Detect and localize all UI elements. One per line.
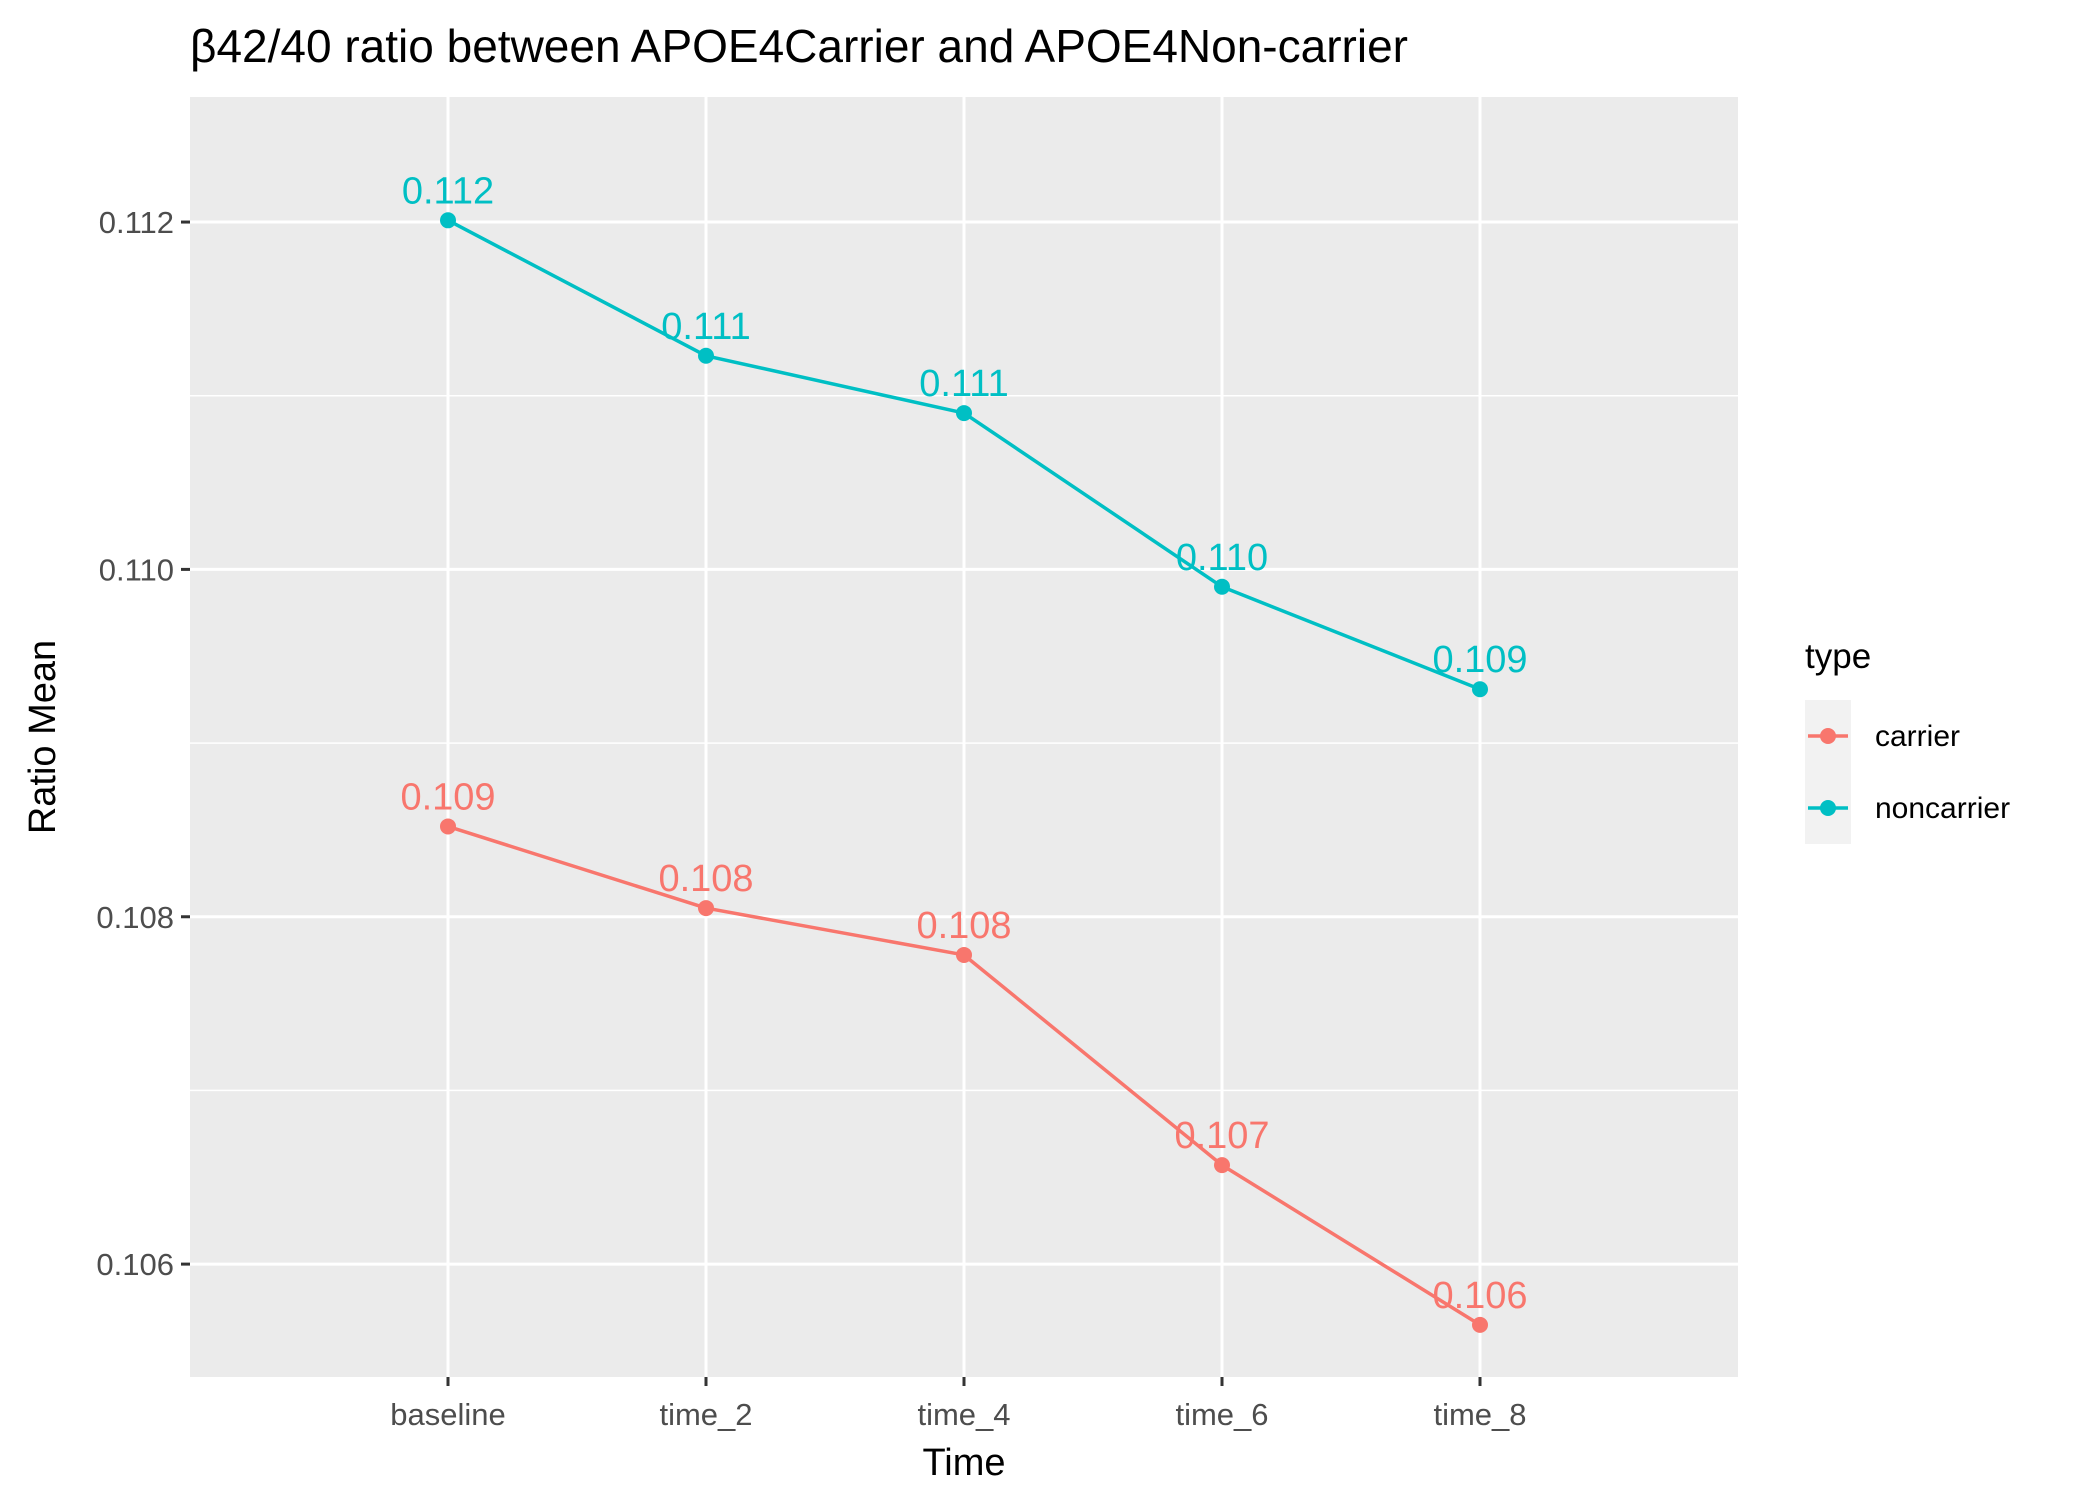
data-label-noncarrier: 0.111 xyxy=(919,363,1008,405)
legend-title: type xyxy=(1805,637,1871,676)
data-label-carrier: 0.108 xyxy=(916,905,1011,947)
x-tick-label: baseline xyxy=(390,1397,505,1432)
data-label-noncarrier: 0.110 xyxy=(1176,537,1268,579)
data-point-carrier xyxy=(956,946,972,963)
y-tick-label: 0.108 xyxy=(96,900,174,935)
x-tick-label: time_8 xyxy=(1433,1397,1526,1432)
data-point-carrier xyxy=(1214,1157,1230,1174)
data-label-noncarrier: 0.112 xyxy=(402,170,494,212)
x-tick-label: time_6 xyxy=(1175,1397,1268,1432)
legend: type carrier noncarrier xyxy=(1805,637,2010,844)
x-tick-label: time_2 xyxy=(659,1397,752,1432)
legend-key-point-noncarrier xyxy=(1820,800,1836,816)
y-tick-label: 0.112 xyxy=(99,205,174,240)
y-tick-label: 0.110 xyxy=(99,552,174,587)
y-axis-title: Ratio Mean xyxy=(22,640,64,834)
data-label-carrier: 0.106 xyxy=(1432,1275,1527,1317)
legend-label-noncarrier: noncarrier xyxy=(1875,792,2010,825)
data-labels: 0.109 0.108 0.108 0.107 0.106 0.112 0.111 0.111… xyxy=(400,170,1527,1317)
x-tick-label: time_4 xyxy=(917,1397,1010,1432)
data-point-noncarrier xyxy=(698,347,714,364)
data-point-noncarrier xyxy=(440,212,456,229)
x-axis-title: Time xyxy=(922,1442,1005,1484)
data-point-carrier xyxy=(440,818,456,835)
data-label-noncarrier: 0.111 xyxy=(661,306,750,348)
data-label-noncarrier: 0.109 xyxy=(1432,639,1527,681)
data-point-noncarrier xyxy=(1472,681,1488,698)
series-points xyxy=(440,212,1488,1333)
legend-items: carrier noncarrier xyxy=(1805,700,2010,844)
y-tick-labels: 0.106 0.108 0.110 0.112 xyxy=(96,205,174,1282)
data-point-carrier xyxy=(1472,1316,1488,1333)
axis-ticks xyxy=(181,220,1482,1386)
data-point-carrier xyxy=(698,900,714,917)
data-point-noncarrier xyxy=(1214,578,1230,595)
legend-label-carrier: carrier xyxy=(1875,720,1960,753)
data-label-carrier: 0.108 xyxy=(658,858,753,900)
data-label-carrier: 0.109 xyxy=(400,776,495,818)
x-tick-labels: baseline time_2 time_4 time_6 time_8 xyxy=(390,1397,1526,1432)
y-tick-label: 0.106 xyxy=(96,1247,174,1282)
data-point-noncarrier xyxy=(956,405,972,422)
data-label-carrier: 0.107 xyxy=(1174,1115,1269,1157)
legend-key-point-carrier xyxy=(1820,728,1836,744)
chart-title: β42/40 ratio between APOE4Carrier and AP… xyxy=(190,20,1408,72)
